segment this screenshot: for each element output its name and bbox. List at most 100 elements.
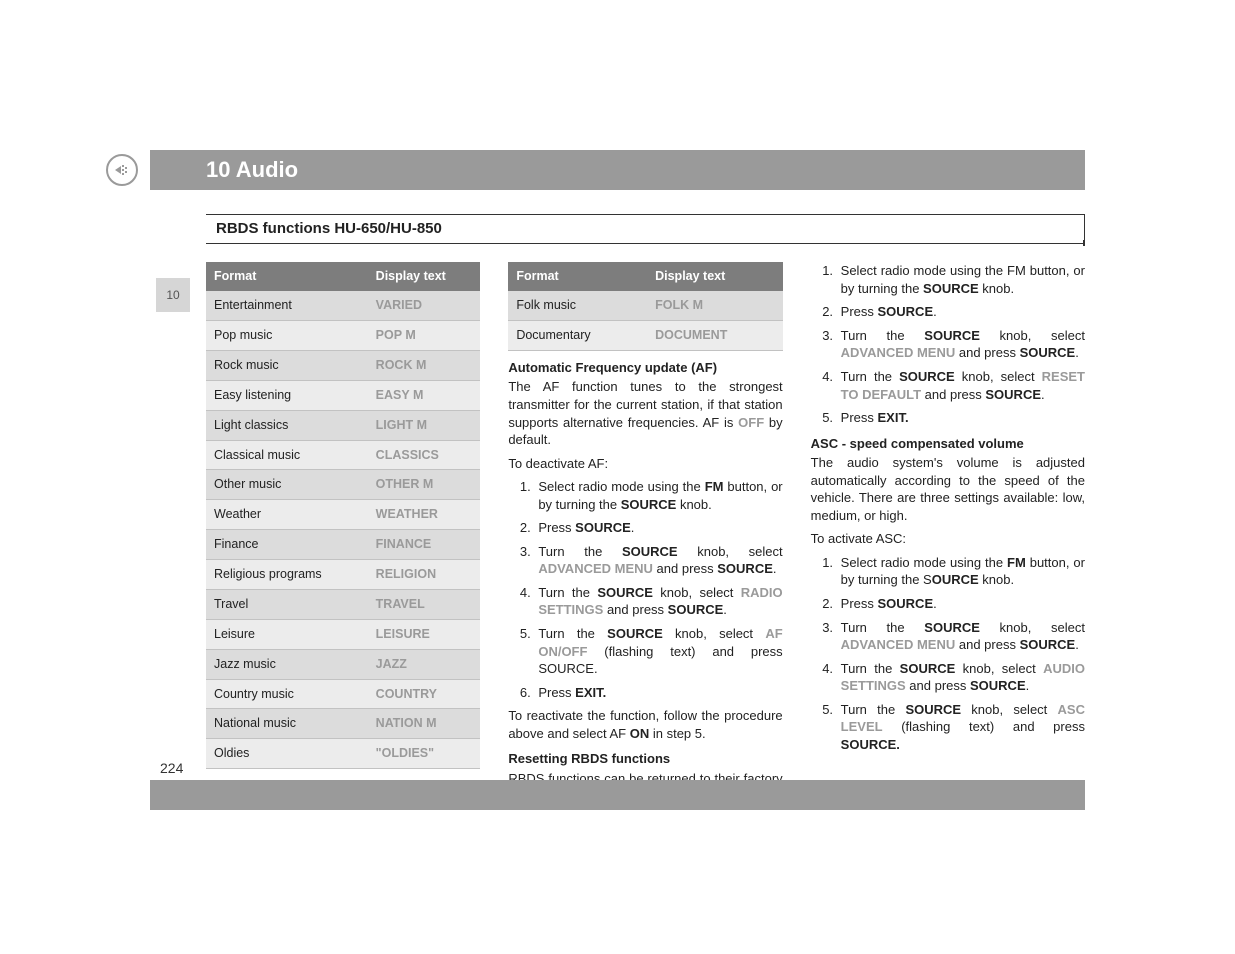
manual-page: 10 10 Audio RBDS functions HU-650/HU-850… (150, 150, 1085, 810)
af-deactivate-intro: To deactivate AF: (508, 455, 782, 473)
format-cell: National music (206, 709, 368, 739)
display-cell: COUNTRY (368, 679, 481, 709)
table-header-display: Display text (368, 262, 481, 291)
table-row: Oldies"OLDIES" (206, 739, 480, 769)
format-cell: Entertainment (206, 291, 368, 320)
format-cell: Finance (206, 530, 368, 560)
display-cell: EASY M (368, 380, 481, 410)
content-columns: Format Display text EntertainmentVARIEDP… (206, 262, 1085, 811)
table-row: LeisureLEISURE (206, 619, 480, 649)
chapter-bar: 10 Audio (150, 150, 1085, 190)
format-table-mid: Format Display text Folk musicFOLK MDocu… (508, 262, 782, 351)
list-item: Turn the SOURCE knob, select RESET TO DE… (837, 368, 1085, 403)
column-middle: Format Display text Folk musicFOLK MDocu… (508, 262, 782, 811)
display-cell: TRAVEL (368, 589, 481, 619)
table-row: Jazz musicJAZZ (206, 649, 480, 679)
chapter-title: 10 Audio (206, 155, 298, 185)
display-cell: OTHER M (368, 470, 481, 500)
table-row: Pop musicPOP M (206, 321, 480, 351)
display-cell: LIGHT M (368, 410, 481, 440)
list-item: Press SOURCE. (837, 303, 1085, 321)
format-cell: Other music (206, 470, 368, 500)
column-left: Format Display text EntertainmentVARIEDP… (206, 262, 480, 811)
display-cell: "OLDIES" (368, 739, 481, 769)
format-cell: Religious programs (206, 560, 368, 590)
list-item: Turn the SOURCE knob, select ADVANCED ME… (837, 619, 1085, 654)
format-cell: Country music (206, 679, 368, 709)
column-right: Select radio mode using the FM button, o… (811, 262, 1085, 811)
list-item: Select radio mode using the FM button, o… (837, 554, 1085, 589)
format-cell: Jazz music (206, 649, 368, 679)
table-row: WeatherWEATHER (206, 500, 480, 530)
af-paragraph: The AF function tunes to the strongest t… (508, 378, 782, 448)
table-row: Other musicOTHER M (206, 470, 480, 500)
display-cell: FOLK M (647, 291, 783, 320)
format-cell: Leisure (206, 619, 368, 649)
page-number: 224 (160, 759, 183, 778)
speaker-icon (106, 154, 138, 186)
display-cell: LEISURE (368, 619, 481, 649)
display-cell: DOCUMENT (647, 321, 783, 351)
asc-activate-intro: To activate ASC: (811, 530, 1085, 548)
list-item: Press SOURCE. (534, 519, 782, 537)
table-row: Country musicCOUNTRY (206, 679, 480, 709)
af-steps: Select radio mode using the FM button, o… (508, 478, 782, 701)
table-row: EntertainmentVARIED (206, 291, 480, 320)
list-item: Select radio mode using the FM button, o… (534, 478, 782, 513)
table-row: Easy listeningEASY M (206, 380, 480, 410)
format-table-left: Format Display text EntertainmentVARIEDP… (206, 262, 480, 769)
display-cell: CLASSICS (368, 440, 481, 470)
format-cell: Oldies (206, 739, 368, 769)
display-cell: WEATHER (368, 500, 481, 530)
table-row: Rock musicROCK M (206, 350, 480, 380)
format-cell: Weather (206, 500, 368, 530)
list-item: Press SOURCE. (837, 595, 1085, 613)
table-row: Folk musicFOLK M (508, 291, 782, 320)
table-row: National musicNATION M (206, 709, 480, 739)
list-item: Turn the SOURCE knob, select AF ON/OFF (… (534, 625, 782, 678)
format-cell: Easy listening (206, 380, 368, 410)
asc-steps: Select radio mode using the FM button, o… (811, 554, 1085, 753)
format-cell: Travel (206, 589, 368, 619)
format-cell: Rock music (206, 350, 368, 380)
table-row: DocumentaryDOCUMENT (508, 321, 782, 351)
asc-heading: ASC - speed compensated volume (811, 435, 1085, 453)
display-cell: RELIGION (368, 560, 481, 590)
reset-heading: Resetting RBDS functions (508, 750, 782, 768)
list-item: Turn the SOURCE knob, select ASC LEVEL (… (837, 701, 1085, 754)
list-item: Turn the SOURCE knob, select ADVANCED ME… (837, 327, 1085, 362)
table-row: Classical musicCLASSICS (206, 440, 480, 470)
reset-steps: Select radio mode using the FM button, o… (811, 262, 1085, 426)
table-row: TravelTRAVEL (206, 589, 480, 619)
af-heading: Automatic Frequency update (AF) (508, 359, 782, 377)
section-title-bar: RBDS functions HU-650/HU-850 (206, 214, 1085, 244)
section-title: RBDS functions HU-650/HU-850 (216, 220, 442, 237)
footer-bar (150, 780, 1085, 810)
display-cell: NATION M (368, 709, 481, 739)
list-item: Select radio mode using the FM button, o… (837, 262, 1085, 297)
display-cell: POP M (368, 321, 481, 351)
asc-paragraph: The audio system's volume is adjusted au… (811, 454, 1085, 524)
table-row: Light classicsLIGHT M (206, 410, 480, 440)
display-cell: FINANCE (368, 530, 481, 560)
format-cell: Classical music (206, 440, 368, 470)
list-item: Turn the SOURCE knob, select ADVANCED ME… (534, 543, 782, 578)
list-item: Turn the SOURCE knob, select AUDIO SETTI… (837, 660, 1085, 695)
format-cell: Light classics (206, 410, 368, 440)
display-cell: JAZZ (368, 649, 481, 679)
format-cell: Pop music (206, 321, 368, 351)
table-row: Religious programsRELIGION (206, 560, 480, 590)
table-header-display: Display text (647, 262, 783, 291)
display-cell: VARIED (368, 291, 481, 320)
list-item: Press EXIT. (534, 684, 782, 702)
table-header-format: Format (508, 262, 647, 291)
side-tab: 10 (156, 278, 190, 312)
table-header-format: Format (206, 262, 368, 291)
list-item: Turn the SOURCE knob, select RADIO SETTI… (534, 584, 782, 619)
list-item: Press EXIT. (837, 409, 1085, 427)
table-row: FinanceFINANCE (206, 530, 480, 560)
display-cell: ROCK M (368, 350, 481, 380)
af-reactivate: To reactivate the function, follow the p… (508, 707, 782, 742)
format-cell: Documentary (508, 321, 647, 351)
format-cell: Folk music (508, 291, 647, 320)
